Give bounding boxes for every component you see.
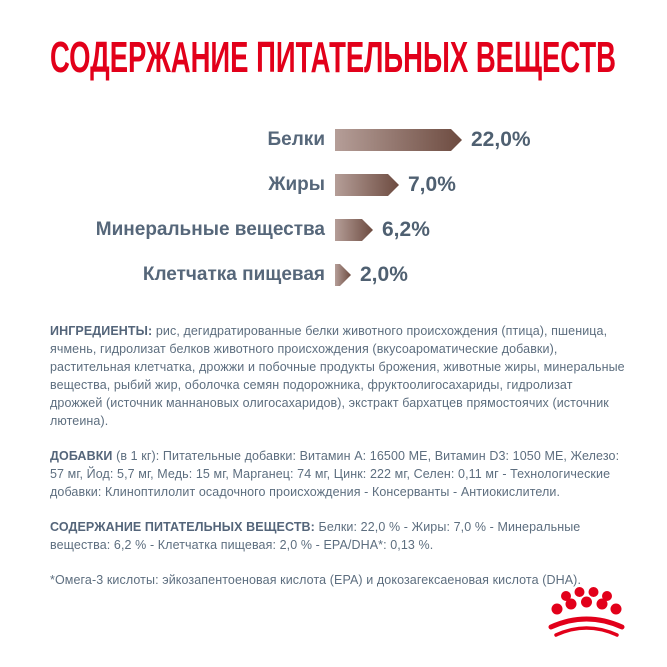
additives-paragraph: ДОБАВКИ (в 1 кг): Питательные добавки: В…	[50, 447, 628, 501]
chart-bar	[335, 129, 462, 151]
info-text-blocks: ИНГРЕДИЕНТЫ: рис, дегидратированные белк…	[50, 322, 628, 606]
chart-label: Жиры	[268, 174, 325, 195]
additives-text: Питательные добавки: Витамин A: 16500 МЕ…	[50, 449, 620, 499]
omega3-footnote: *Омега-3 кислоты: эйкозапентоеновая кисл…	[50, 571, 628, 589]
nutrient-bar-chart: Белки 22,0% Жиры 7,0% Минеральные вещест…	[50, 128, 620, 309]
chart-row-fiber: Клетчатка пищевая 2,0%	[50, 263, 620, 286]
royal-canin-crown-logo	[548, 587, 625, 637]
chart-value: 7,0%	[408, 173, 456, 196]
chart-row-fat: Жиры 7,0%	[50, 173, 620, 196]
omega3-footnote-text: *Омега-3 кислоты: эйкозапентоеновая кисл…	[50, 573, 582, 587]
chart-bar	[335, 264, 351, 286]
page-title: СОДЕРЖАНИЕ ПИТАТЕЛЬНЫХ ВЕЩЕСТВ	[50, 34, 616, 82]
chart-row-minerals: Минеральные вещества 6,2%	[50, 218, 620, 241]
nutrient-content-lead: СОДЕРЖАНИЕ ПИТАТЕЛЬНЫХ ВЕЩЕСТВ:	[50, 520, 315, 534]
page-title-text: СОДЕРЖАНИЕ ПИТАТЕЛЬНЫХ ВЕЩЕСТВ	[50, 34, 616, 82]
nutrient-content-text: Белки: 22,0 % - Жиры: 7,0 % - Минеральны…	[50, 520, 581, 552]
chart-value: 6,2%	[382, 218, 430, 241]
chart-bar	[335, 219, 373, 241]
chart-label: Минеральные вещества	[95, 219, 325, 240]
chart-value: 22,0%	[471, 128, 531, 151]
chart-bar	[335, 174, 399, 196]
ingredients-lead: ИНГРЕДИЕНТЫ:	[50, 324, 153, 338]
additives-lead: ДОБАВКИ	[50, 449, 113, 463]
ingredients-text: рис, дегидратированные белки животного п…	[50, 324, 625, 428]
crown-band	[548, 616, 625, 637]
chart-row-protein: Белки 22,0%	[50, 128, 620, 151]
chart-value: 2,0%	[360, 263, 408, 286]
crown-dots	[551, 587, 622, 615]
chart-label: Клетчатка пищевая	[142, 264, 325, 285]
additives-mid: (в 1 кг):	[112, 449, 160, 463]
ingredients-paragraph: ИНГРЕДИЕНТЫ: рис, дегидратированные белк…	[50, 322, 628, 430]
chart-label: Белки	[267, 129, 325, 150]
nutrient-content-paragraph: СОДЕРЖАНИЕ ПИТАТЕЛЬНЫХ ВЕЩЕСТВ: Белки: 2…	[50, 518, 628, 554]
